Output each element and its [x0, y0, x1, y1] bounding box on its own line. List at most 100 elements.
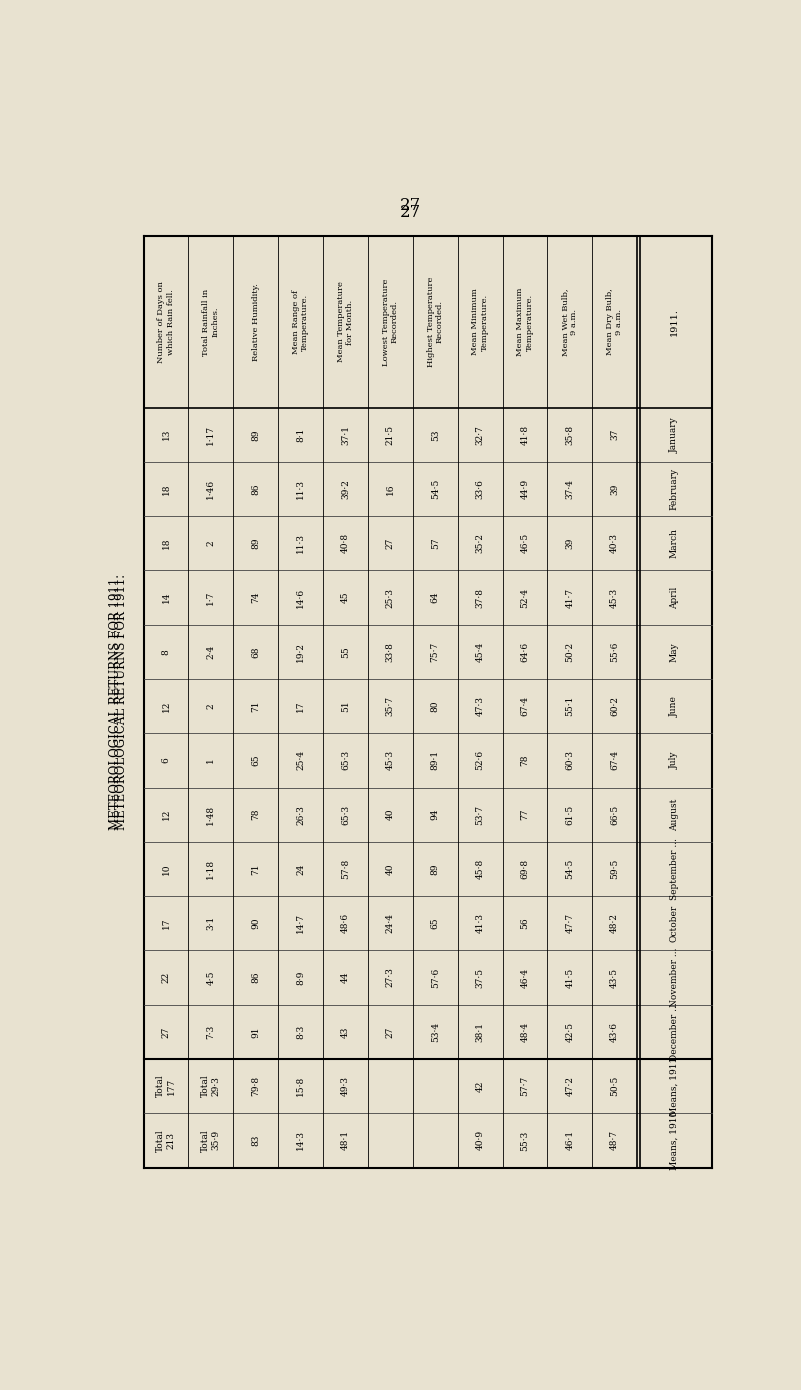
Text: 27: 27 — [386, 538, 395, 549]
Text: September ...: September ... — [670, 838, 678, 899]
Text: 10: 10 — [162, 863, 171, 874]
Text: 65·3: 65·3 — [341, 751, 350, 770]
Text: 27: 27 — [162, 1026, 171, 1037]
Text: 79·8: 79·8 — [252, 1076, 260, 1097]
Text: 33·8: 33·8 — [386, 642, 395, 662]
Text: 2: 2 — [207, 703, 215, 709]
Text: 42·5: 42·5 — [566, 1022, 574, 1042]
Text: 59·5: 59·5 — [610, 859, 619, 880]
Text: 48·6: 48·6 — [341, 913, 350, 933]
Text: 94: 94 — [431, 809, 440, 820]
Text: 57·7: 57·7 — [521, 1076, 529, 1097]
Text: 27·3: 27·3 — [386, 967, 395, 987]
Text: 40: 40 — [386, 863, 395, 874]
Text: 1·7: 1·7 — [207, 591, 215, 605]
Text: 43·5: 43·5 — [610, 967, 619, 988]
Text: Number of Days on
which Rain fell.: Number of Days on which Rain fell. — [158, 281, 175, 363]
Text: 89·1: 89·1 — [431, 751, 440, 770]
Text: 47·3: 47·3 — [476, 696, 485, 716]
Text: 89: 89 — [431, 863, 440, 874]
Text: Mean Temperature
for Month.: Mean Temperature for Month. — [337, 282, 354, 363]
Text: 90: 90 — [252, 917, 260, 929]
Text: 13: 13 — [162, 430, 171, 441]
Text: 1: 1 — [207, 758, 215, 763]
Text: 17: 17 — [296, 701, 305, 712]
Text: 67·4: 67·4 — [521, 696, 529, 716]
Text: 22: 22 — [162, 972, 171, 983]
Text: 40: 40 — [386, 809, 395, 820]
Text: 52·6: 52·6 — [476, 751, 485, 770]
Text: July: July — [670, 752, 678, 769]
Text: January: January — [670, 417, 678, 453]
Text: 48·7: 48·7 — [610, 1130, 619, 1151]
Text: Means, 1910: Means, 1910 — [670, 1111, 678, 1170]
Text: 38·1: 38·1 — [476, 1022, 485, 1042]
Text: 45·4: 45·4 — [476, 642, 485, 662]
Text: 86: 86 — [252, 484, 260, 495]
Text: 2: 2 — [207, 541, 215, 546]
Text: 41·5: 41·5 — [566, 967, 574, 988]
Text: Total
177: Total 177 — [156, 1074, 175, 1098]
Text: 65·3: 65·3 — [341, 805, 350, 824]
Text: 14·7: 14·7 — [296, 913, 305, 933]
Text: METEOROLOGICAL RETURNS FOR 1911.: METEOROLOGICAL RETURNS FOR 1911. — [115, 574, 128, 830]
Text: 8·3: 8·3 — [296, 1024, 305, 1038]
Text: 45: 45 — [341, 592, 350, 603]
Text: 18: 18 — [162, 484, 171, 495]
Text: 57·6: 57·6 — [431, 967, 440, 988]
Text: 44: 44 — [341, 972, 350, 983]
Text: Lowest Temperature
Recorded.: Lowest Temperature Recorded. — [382, 278, 399, 366]
Text: 12: 12 — [162, 809, 171, 820]
Text: 1·48: 1·48 — [207, 805, 215, 824]
Text: 60·3: 60·3 — [566, 751, 574, 770]
Text: 8·9: 8·9 — [296, 970, 305, 984]
Text: 51: 51 — [341, 701, 350, 712]
Text: Mean Wet Bulb,
9 a.m.: Mean Wet Bulb, 9 a.m. — [562, 288, 578, 356]
Text: 64·6: 64·6 — [521, 642, 529, 662]
Text: 78: 78 — [252, 809, 260, 820]
Text: Means, 1911: Means, 1911 — [670, 1056, 678, 1116]
Text: Mean Dry Bulb,
9 a.m.: Mean Dry Bulb, 9 a.m. — [606, 289, 623, 356]
Text: 37·8: 37·8 — [476, 588, 485, 607]
Text: 61·5: 61·5 — [566, 805, 574, 824]
Text: 49·3: 49·3 — [341, 1076, 350, 1097]
Text: 56: 56 — [521, 917, 529, 929]
Text: 55·6: 55·6 — [610, 642, 619, 662]
Text: 41·7: 41·7 — [566, 588, 574, 607]
Text: 42: 42 — [476, 1080, 485, 1091]
Text: 75·7: 75·7 — [431, 642, 440, 662]
Text: Mean Minimum
Temperature.: Mean Minimum Temperature. — [472, 289, 489, 356]
Text: Total
29·3: Total 29·3 — [201, 1074, 220, 1098]
Text: 14·6: 14·6 — [296, 588, 305, 607]
Text: 27: 27 — [400, 197, 421, 214]
Text: 25·3: 25·3 — [386, 588, 395, 607]
Text: Mean Maximum
Temperature.: Mean Maximum Temperature. — [517, 288, 533, 356]
Text: 21·5: 21·5 — [386, 425, 395, 445]
Text: 54·5: 54·5 — [566, 859, 574, 880]
Text: 46·5: 46·5 — [521, 534, 529, 553]
Text: 47·7: 47·7 — [566, 913, 574, 933]
Text: 91: 91 — [252, 1026, 260, 1037]
Text: 48·2: 48·2 — [610, 913, 619, 933]
Text: 11·3: 11·3 — [296, 534, 305, 553]
Text: Total
213: Total 213 — [156, 1129, 175, 1152]
Text: 18: 18 — [162, 538, 171, 549]
Text: 37·5: 37·5 — [476, 967, 485, 988]
Text: 57·8: 57·8 — [341, 859, 350, 878]
Text: 47·2: 47·2 — [566, 1076, 574, 1097]
Text: 64: 64 — [431, 592, 440, 603]
Text: 66·5: 66·5 — [610, 805, 619, 824]
Text: 53·7: 53·7 — [476, 805, 485, 824]
Text: 16: 16 — [386, 484, 395, 495]
Text: 45·3: 45·3 — [610, 588, 619, 607]
Text: 45·3: 45·3 — [386, 751, 395, 770]
Text: 83: 83 — [252, 1134, 260, 1147]
Text: June: June — [670, 696, 678, 717]
Text: 43: 43 — [341, 1026, 350, 1037]
Text: October: October — [670, 905, 678, 942]
Text: 19·2: 19·2 — [296, 642, 305, 662]
Text: 15·8: 15·8 — [296, 1076, 305, 1097]
Text: 60·2: 60·2 — [610, 696, 619, 716]
Text: Highest Temperature
Recorded.: Highest Temperature Recorded. — [427, 277, 444, 367]
Text: 40·8: 40·8 — [341, 534, 350, 553]
